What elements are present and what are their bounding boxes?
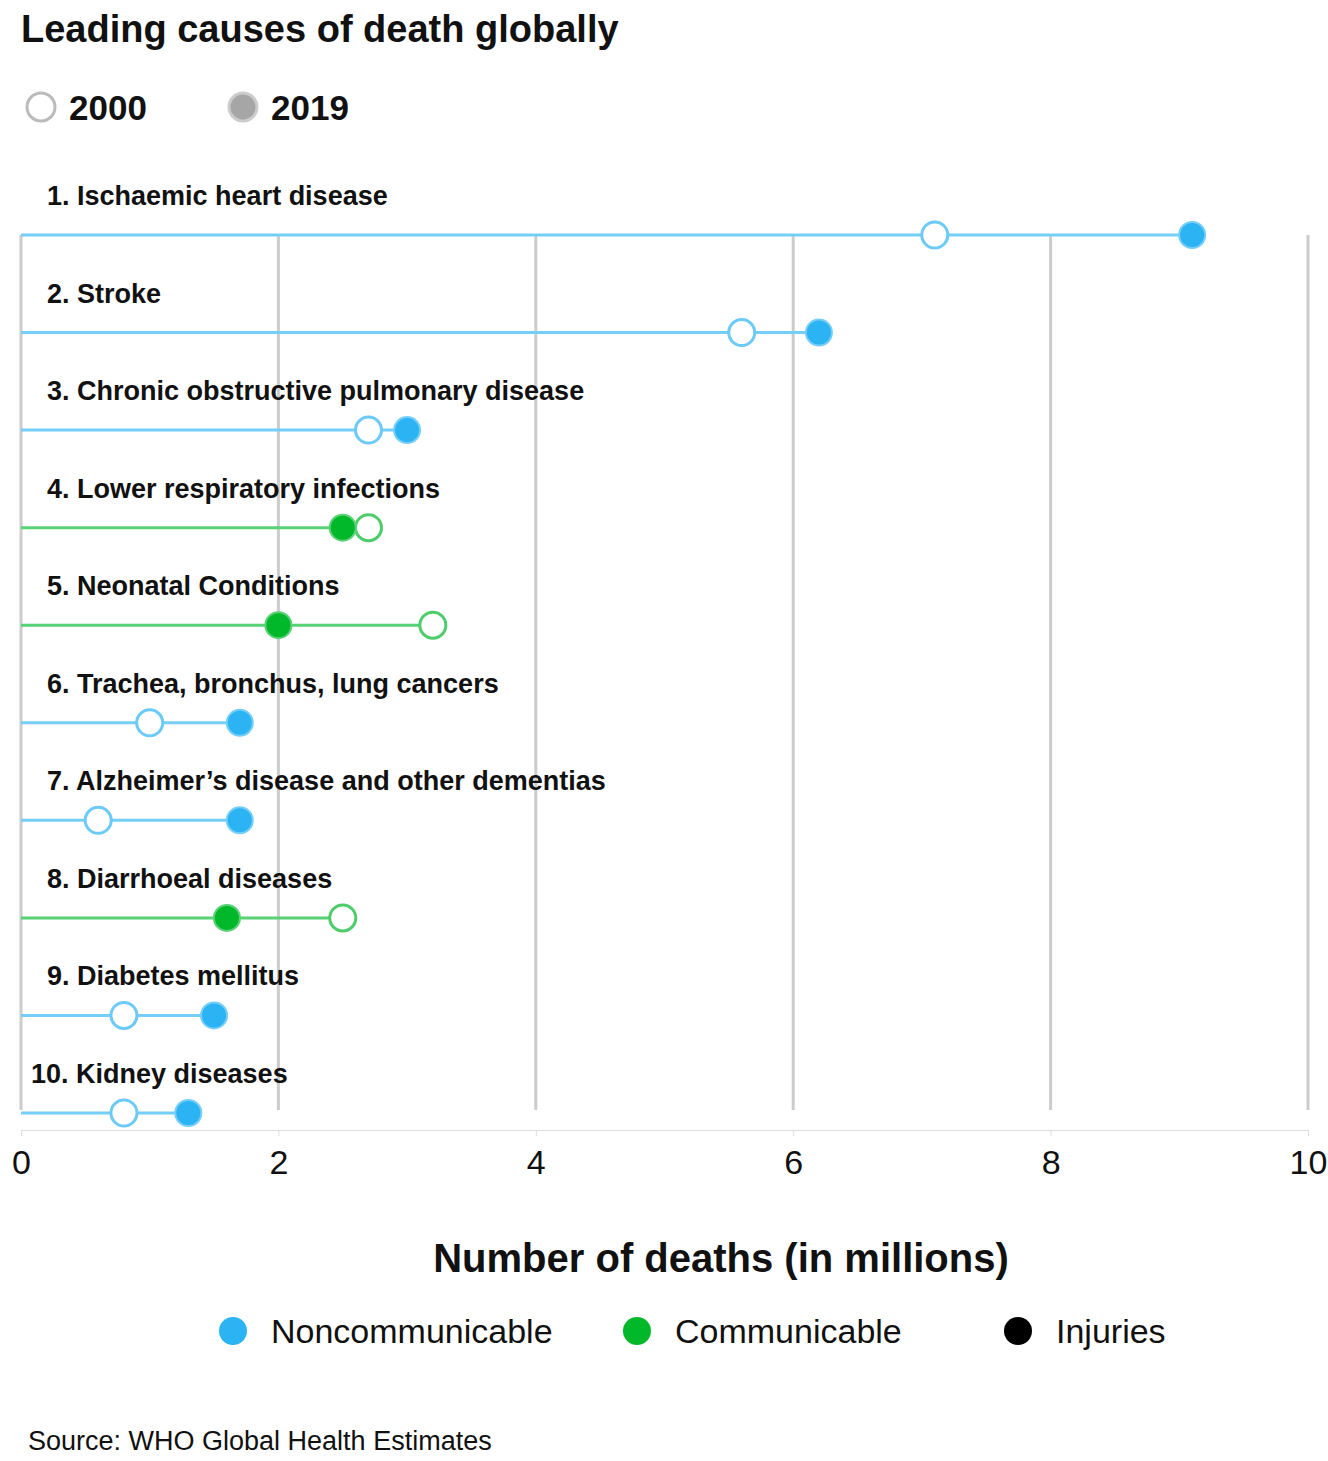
dot bbox=[175, 1100, 201, 1126]
cause-type-marker bbox=[219, 1317, 247, 1345]
dot bbox=[355, 417, 381, 443]
x-tick-mark bbox=[1051, 1130, 1052, 1136]
category-label: 9. Diabetes mellitus bbox=[47, 961, 299, 991]
category-label: 8. Diarrhoeal diseases bbox=[47, 864, 332, 894]
row-line bbox=[21, 819, 240, 822]
row-line bbox=[21, 1112, 188, 1115]
series-2019 bbox=[175, 222, 1205, 1126]
cause-type-marker bbox=[623, 1317, 651, 1345]
x-tick: 8 bbox=[1042, 1130, 1061, 1181]
dot bbox=[355, 515, 381, 541]
x-tick: 10 bbox=[1290, 1130, 1328, 1181]
x-axis: 0 2 4 6 8 10 bbox=[12, 1130, 1327, 1181]
cause-type-legend: Noncommunicable Communicable Injuries bbox=[219, 1312, 1166, 1350]
x-tick-label: 2 bbox=[269, 1143, 288, 1181]
category-labels: 1. Ischaemic heart disease 2. Stroke 3. Ch… bbox=[31, 181, 606, 1089]
title: Leading causes of death globally bbox=[21, 8, 619, 50]
dot bbox=[806, 320, 832, 346]
category-label: 5. Neonatal Conditions bbox=[47, 571, 340, 601]
x-tick-label: 0 bbox=[12, 1143, 31, 1181]
x-tick-label: 8 bbox=[1042, 1143, 1061, 1181]
x-tick-mark bbox=[21, 1130, 22, 1136]
dot bbox=[227, 710, 253, 736]
x-tick: 0 bbox=[12, 1130, 31, 1181]
legend-marker bbox=[27, 93, 55, 121]
row-line bbox=[21, 916, 343, 919]
cause-type-label: Injuries bbox=[1056, 1312, 1166, 1350]
category-label: 2. Stroke bbox=[47, 279, 161, 309]
source: Source: WHO Global Health Estimates bbox=[28, 1426, 492, 1456]
category-label: 3. Chronic obstructive pulmonary disease bbox=[47, 376, 584, 406]
row-line bbox=[21, 526, 368, 529]
cause-type-marker bbox=[1004, 1317, 1032, 1345]
x-tick-mark bbox=[536, 1130, 537, 1136]
dot bbox=[227, 807, 253, 833]
dot bbox=[85, 807, 111, 833]
x-axis-line bbox=[22, 1131, 1309, 1137]
dot bbox=[729, 320, 755, 346]
dot bbox=[111, 1002, 137, 1028]
marks bbox=[21, 222, 1205, 1126]
row-line bbox=[21, 234, 1192, 237]
category-label: 4. Lower respiratory infections bbox=[47, 474, 440, 504]
dot bbox=[111, 1100, 137, 1126]
category-label: 1. Ischaemic heart disease bbox=[47, 181, 388, 211]
dot bbox=[330, 905, 356, 931]
row-line bbox=[21, 331, 819, 334]
dot bbox=[1179, 222, 1205, 248]
row-line bbox=[21, 429, 407, 432]
x-tick: 2 bbox=[269, 1130, 288, 1181]
cause-type-label: Noncommunicable bbox=[271, 1312, 553, 1350]
x-tick-mark bbox=[278, 1130, 279, 1136]
x-axis-title: Number of deaths (in millions) bbox=[433, 1236, 1009, 1280]
grid-line bbox=[792, 235, 795, 1110]
legend-marker bbox=[229, 93, 257, 121]
dot bbox=[394, 417, 420, 443]
x-tick-label: 10 bbox=[1290, 1143, 1328, 1181]
category-label: 7. Alzheimer’s disease and other dementi… bbox=[47, 766, 606, 796]
legend: 2000 2019 bbox=[27, 88, 349, 127]
x-tick: 6 bbox=[784, 1130, 803, 1181]
dot bbox=[922, 222, 948, 248]
category-label: 6. Trachea, bronchus, lung cancers bbox=[47, 669, 499, 699]
row-line bbox=[21, 624, 433, 627]
category-label: 10. Kidney diseases bbox=[31, 1059, 288, 1089]
grid bbox=[21, 235, 1308, 1110]
x-tick-label: 6 bbox=[784, 1143, 803, 1181]
series-2000 bbox=[85, 222, 948, 1126]
dot bbox=[137, 710, 163, 736]
dot bbox=[265, 612, 291, 638]
grid-line bbox=[1049, 235, 1052, 1110]
x-tick: 4 bbox=[527, 1130, 546, 1181]
legend-label: 2000 bbox=[69, 88, 147, 127]
x-tick-mark bbox=[1308, 1130, 1309, 1136]
legend-label: 2019 bbox=[271, 88, 349, 127]
dot bbox=[201, 1002, 227, 1028]
x-tick-label: 4 bbox=[527, 1143, 546, 1181]
grid-line bbox=[1307, 235, 1310, 1110]
dot bbox=[330, 515, 356, 541]
grid-line bbox=[20, 235, 23, 1110]
cause-type-label: Communicable bbox=[675, 1312, 902, 1350]
dot bbox=[214, 905, 240, 931]
grid-line bbox=[534, 235, 537, 1110]
row-line bbox=[21, 721, 240, 724]
dot bbox=[420, 612, 446, 638]
x-tick-mark bbox=[793, 1130, 794, 1136]
